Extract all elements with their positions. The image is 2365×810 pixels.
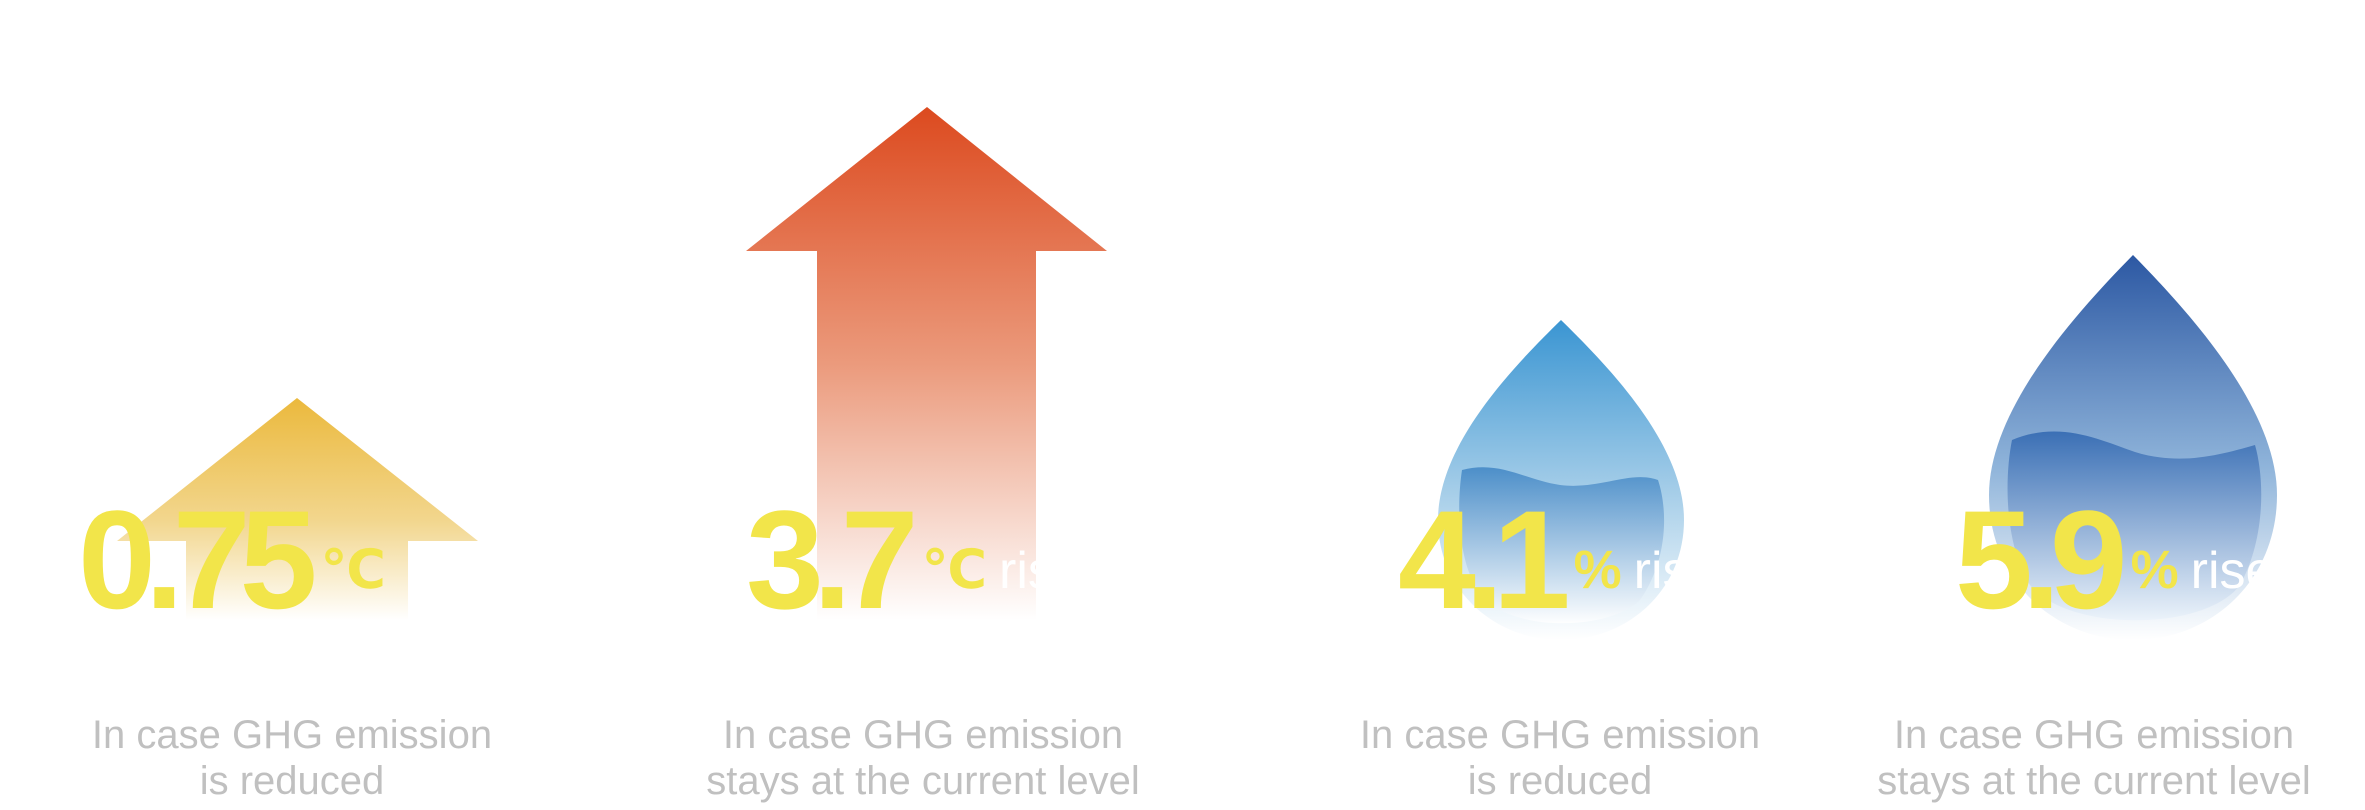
caption-line: In case GHG emission	[1359, 713, 1761, 757]
value-group: 3.7 ℃ rise	[746, 490, 1083, 630]
arrow-up-icon	[117, 398, 478, 620]
caption: In case GHG emission is reduced	[32, 712, 552, 804]
caption-line: is reduced	[1467, 759, 1653, 803]
value-group: 4.1% rise	[1398, 490, 1717, 630]
rise-label: rise	[999, 542, 1083, 600]
caption-line: In case GHG emission	[722, 713, 1124, 757]
water-drop-icon	[1438, 320, 1684, 640]
caption-line: stays at the current level	[1877, 759, 2311, 803]
rise-label: rise	[1633, 542, 1718, 600]
caption: In case GHG emission stays at the curren…	[1834, 712, 2354, 804]
caption-line: In case GHG emission	[1893, 713, 2295, 757]
value-number: 3.7	[746, 481, 919, 638]
value-group: 5.9% rise	[1955, 490, 2274, 630]
value-number: 5.9	[1955, 481, 2128, 638]
value-unit: %	[2130, 540, 2179, 600]
value-unit: ℃	[921, 540, 988, 600]
value-unit: ℃	[320, 540, 386, 600]
caption-line: stays at the current level	[706, 759, 1140, 803]
value-number: 0.75	[78, 481, 318, 638]
rise-label: rise	[2190, 542, 2275, 600]
water-drop-icon	[1989, 255, 2277, 640]
caption: In case GHG emission is reduced	[1300, 712, 1820, 804]
value-unit: %	[1573, 540, 1622, 600]
caption-line: is reduced	[199, 759, 385, 803]
caption-line: In case GHG emission	[91, 713, 493, 757]
value-group: 0.75 ℃	[78, 490, 386, 630]
arrow-up-icon	[746, 107, 1107, 620]
value-number: 4.1	[1398, 481, 1571, 638]
caption: In case GHG emission stays at the curren…	[663, 712, 1183, 804]
